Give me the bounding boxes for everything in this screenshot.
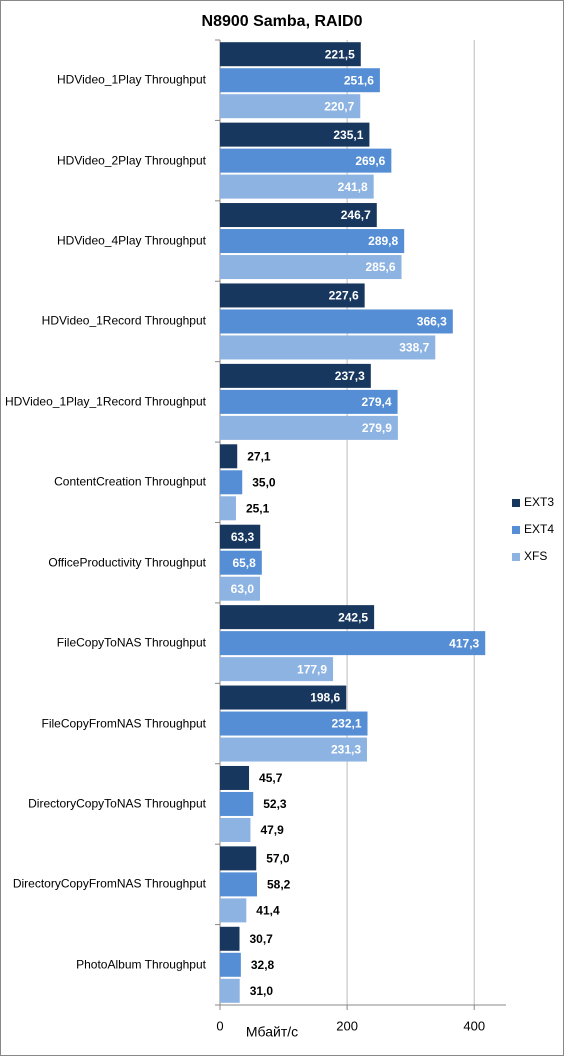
chart-title: N8900 Samba, RAID0 — [202, 13, 363, 30]
value-label: 35,0 — [252, 475, 276, 489]
bar — [220, 952, 241, 977]
bar — [220, 42, 361, 67]
bar — [220, 817, 251, 842]
bar — [220, 978, 240, 1003]
bar — [220, 737, 368, 762]
y-tick-label: ContentCreation Throughput — [54, 474, 206, 489]
bar — [220, 605, 375, 630]
y-tick-label: HDVideo_2Play Throughput — [57, 153, 206, 168]
legend-swatch — [512, 553, 520, 561]
value-label: 285,6 — [365, 260, 395, 274]
value-label: 241,8 — [338, 180, 368, 194]
value-label: 31,0 — [250, 984, 274, 998]
legend-label: EXT4 — [524, 522, 554, 536]
bar — [220, 846, 257, 871]
value-label: 45,7 — [259, 771, 283, 785]
value-label: 227,6 — [329, 289, 359, 303]
y-tick-label: HDVideo_1Play Throughput — [57, 72, 206, 87]
bar — [220, 791, 254, 816]
y-tick-label: PhotoAlbum Throughput — [76, 957, 206, 972]
bar — [220, 94, 361, 119]
y-tick-label: DirectoryCopyFromNAS Throughput — [12, 876, 206, 891]
bar — [220, 444, 238, 469]
bar — [220, 309, 453, 334]
y-tick-label: FileCopyFromNAS Throughput — [41, 716, 206, 731]
bar — [220, 363, 371, 388]
bar — [220, 765, 250, 790]
value-label: 269,6 — [355, 154, 385, 168]
value-label: 366,3 — [417, 315, 447, 329]
value-label: 58,2 — [267, 878, 291, 892]
bar — [220, 898, 247, 923]
legend-swatch — [512, 499, 520, 507]
value-label: 25,1 — [246, 501, 270, 515]
bar — [220, 496, 236, 521]
value-label: 63,3 — [231, 530, 255, 544]
bar — [220, 335, 436, 360]
legend-swatch — [512, 526, 520, 534]
legend-label: EXT3 — [524, 495, 554, 509]
x-tick-label: 0 — [216, 1018, 223, 1033]
y-tick-label: HDVideo_1Record Throughput — [41, 313, 206, 328]
bar — [220, 148, 392, 173]
value-label: 63,0 — [231, 582, 255, 596]
bar — [220, 389, 398, 414]
bar — [220, 576, 261, 601]
value-label: 177,9 — [297, 662, 327, 676]
legend-label: XFS — [524, 549, 547, 563]
value-label: 30,7 — [250, 932, 274, 946]
value-label: 220,7 — [324, 99, 354, 113]
bar — [220, 631, 486, 656]
value-label: 279,9 — [362, 421, 392, 435]
bar — [220, 657, 334, 682]
bar — [220, 685, 347, 710]
bar — [220, 122, 370, 147]
bar — [220, 68, 380, 93]
y-tick-label: HDVideo_1Play_1Record Throughput — [4, 394, 206, 409]
value-label: 338,7 — [399, 341, 429, 355]
y-tick-label: OfficeProductivity Throughput — [48, 555, 206, 570]
y-tick-label: DirectoryCopyToNAS Throughput — [28, 796, 206, 811]
bar — [220, 174, 374, 199]
bar — [220, 470, 243, 495]
value-label: 47,9 — [260, 823, 284, 837]
bar — [220, 415, 398, 440]
value-label: 52,3 — [263, 797, 287, 811]
bar — [220, 524, 261, 549]
y-tick-label: FileCopyToNAS Throughput — [56, 635, 206, 650]
value-label: 246,7 — [341, 208, 371, 222]
bar — [220, 872, 257, 897]
x-axis-label: Мбайт/с — [246, 1024, 298, 1040]
value-label: 237,3 — [335, 369, 365, 383]
value-label: 65,8 — [232, 556, 256, 570]
value-label: 417,3 — [449, 636, 479, 650]
value-label: 235,1 — [333, 128, 363, 142]
value-label: 27,1 — [247, 449, 271, 463]
value-label: 251,6 — [344, 73, 374, 87]
bar — [220, 926, 240, 951]
value-label: 279,4 — [362, 395, 392, 409]
value-label: 289,8 — [368, 234, 398, 248]
bar — [220, 550, 262, 575]
value-label: 57,0 — [266, 852, 290, 866]
value-label: 242,5 — [338, 610, 368, 624]
bar — [220, 203, 377, 228]
value-label: 231,3 — [331, 743, 361, 757]
value-label: 32,8 — [251, 958, 275, 972]
bar — [220, 711, 368, 736]
value-label: 198,6 — [310, 691, 340, 705]
bar — [220, 255, 402, 280]
x-tick-label: 200 — [336, 1018, 358, 1033]
value-label: 41,4 — [256, 904, 280, 918]
bar — [220, 283, 365, 308]
bar — [220, 229, 405, 254]
x-tick-label: 400 — [463, 1018, 485, 1033]
y-tick-label: HDVideo_4Play Throughput — [57, 233, 206, 248]
value-label: 232,1 — [331, 717, 361, 731]
value-label: 221,5 — [325, 47, 355, 61]
